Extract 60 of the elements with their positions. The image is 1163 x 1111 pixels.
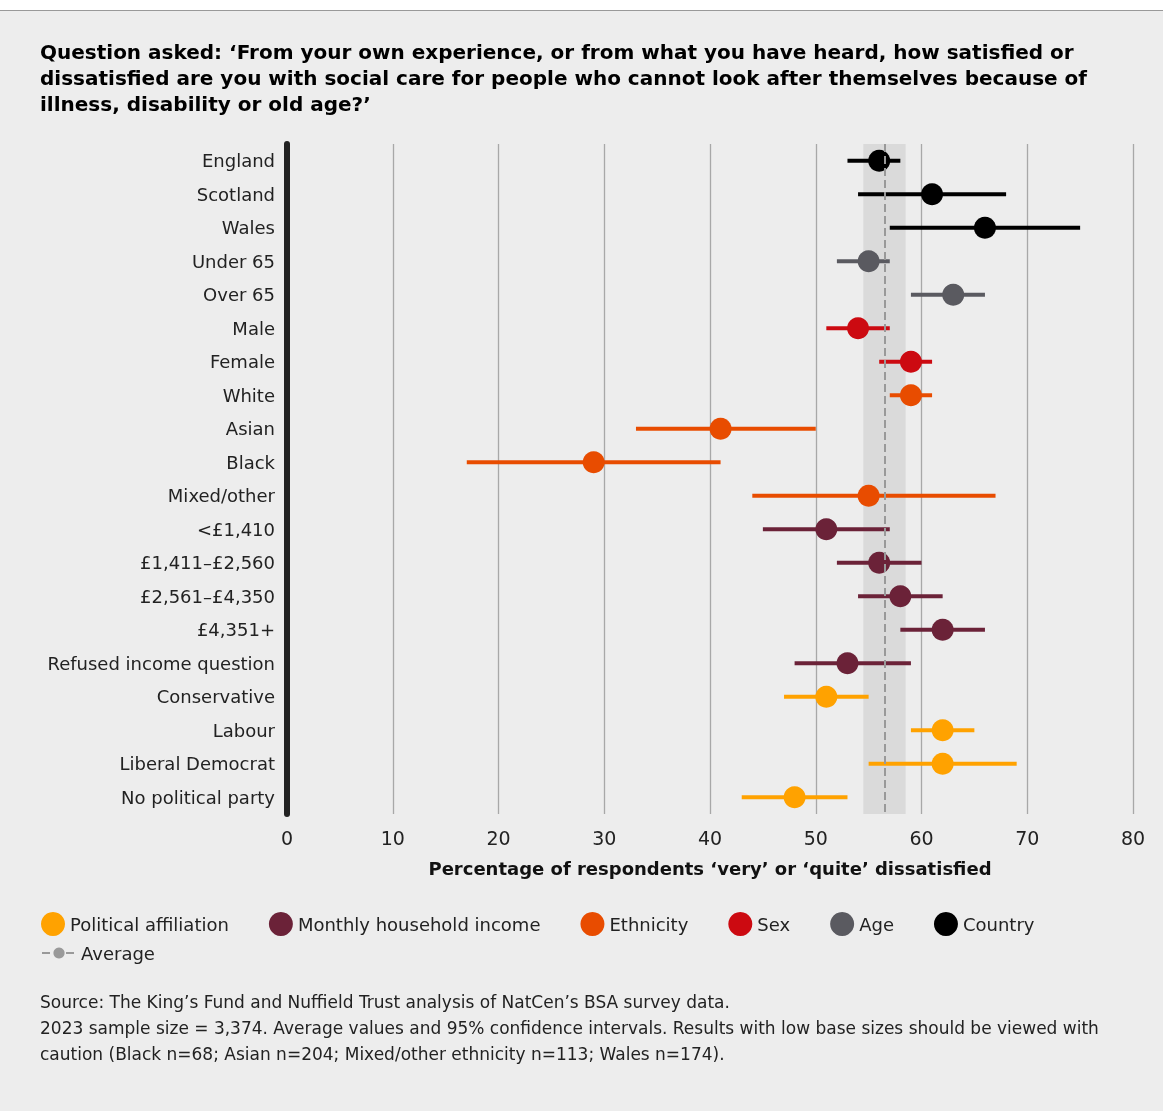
point bbox=[815, 685, 838, 708]
point bbox=[783, 786, 806, 809]
x-tick-label: 60 bbox=[909, 826, 934, 849]
point bbox=[973, 216, 996, 239]
y-tick-label: Liberal Democrat bbox=[119, 753, 275, 775]
legend-label: Ethnicity bbox=[609, 913, 689, 935]
y-tick-label: White bbox=[222, 384, 275, 406]
point bbox=[889, 585, 912, 608]
chart-title: Question asked: ‘From your own experience, or from what you have heard, how satisfied or dissatisfied are you with social care for people who cannot look after themselves because of illness, disability or old age?’ bbox=[40, 39, 1089, 117]
y-tick-label: £1,411–£2,560 bbox=[140, 552, 275, 574]
legend-label: Country bbox=[962, 913, 1035, 935]
point bbox=[857, 250, 880, 273]
x-tick-label: 20 bbox=[486, 826, 511, 849]
legend-label: Monthly household income bbox=[297, 913, 541, 935]
y-tick-label: Scotland bbox=[196, 183, 275, 205]
y-tick-label: Under 65 bbox=[191, 250, 275, 272]
point bbox=[921, 183, 944, 206]
y-tick-label: <£1,410 bbox=[196, 518, 275, 540]
point bbox=[899, 384, 922, 407]
y-tick-label: No political party bbox=[121, 786, 276, 808]
point bbox=[815, 518, 838, 541]
point bbox=[709, 417, 732, 440]
y-tick-label: England bbox=[201, 150, 275, 172]
point bbox=[582, 451, 605, 474]
x-tick-label: 80 bbox=[1120, 826, 1146, 849]
point bbox=[899, 350, 922, 373]
x-tick-label: 40 bbox=[697, 826, 723, 849]
x-tick-label: 70 bbox=[1015, 826, 1040, 849]
x-tick-label: 50 bbox=[803, 826, 828, 849]
y-tick-label: £4,351+ bbox=[196, 619, 275, 641]
y-tick-label: Over 65 bbox=[203, 284, 275, 306]
y-tick-label: Female bbox=[209, 351, 275, 373]
point bbox=[868, 551, 891, 574]
legend-label: Average bbox=[81, 942, 155, 964]
y-tick-label: Male bbox=[232, 317, 275, 339]
point bbox=[868, 149, 891, 172]
y-tick-label: Black bbox=[226, 451, 276, 473]
source-note: Source: The King’s Fund and Nuffield Trust analysis of NatCen’s BSA survey data. bbox=[40, 991, 731, 1014]
y-tick-label: Wales bbox=[221, 217, 275, 239]
legend-label: Sex bbox=[757, 913, 791, 935]
x-tick-label: 30 bbox=[592, 826, 617, 849]
y-tick-label: Mixed/other bbox=[167, 485, 276, 507]
point bbox=[931, 618, 954, 641]
y-tick-label: Refused income question bbox=[47, 652, 275, 674]
y-tick-label: Asian bbox=[225, 418, 275, 440]
legend-label: Age bbox=[859, 913, 894, 935]
point bbox=[931, 752, 954, 775]
point bbox=[857, 484, 880, 507]
x-tick-label: 10 bbox=[380, 826, 405, 849]
x-tick-label: 0 bbox=[280, 826, 294, 849]
y-tick-label: £2,561–£4,350 bbox=[140, 585, 275, 607]
point bbox=[942, 283, 965, 306]
x-axis-title: Percentage of respondents ‘very’ or ‘quite’ dissatisfied bbox=[428, 857, 992, 879]
point bbox=[847, 317, 870, 340]
legend-label: Political affiliation bbox=[70, 913, 229, 935]
point bbox=[836, 652, 859, 675]
y-tick-label: Labour bbox=[212, 719, 276, 741]
y-tick-label: Conservative bbox=[156, 686, 275, 708]
text: 2023 sample size = 3,374. Average values and 95% confidence intervals. Results with low base sizes should be viewed with caution (Black n=68; Asian n=204; Mixed/other ethnicity n=113; Wales n=174). bbox=[40, 1017, 1100, 1066]
point bbox=[931, 719, 954, 742]
